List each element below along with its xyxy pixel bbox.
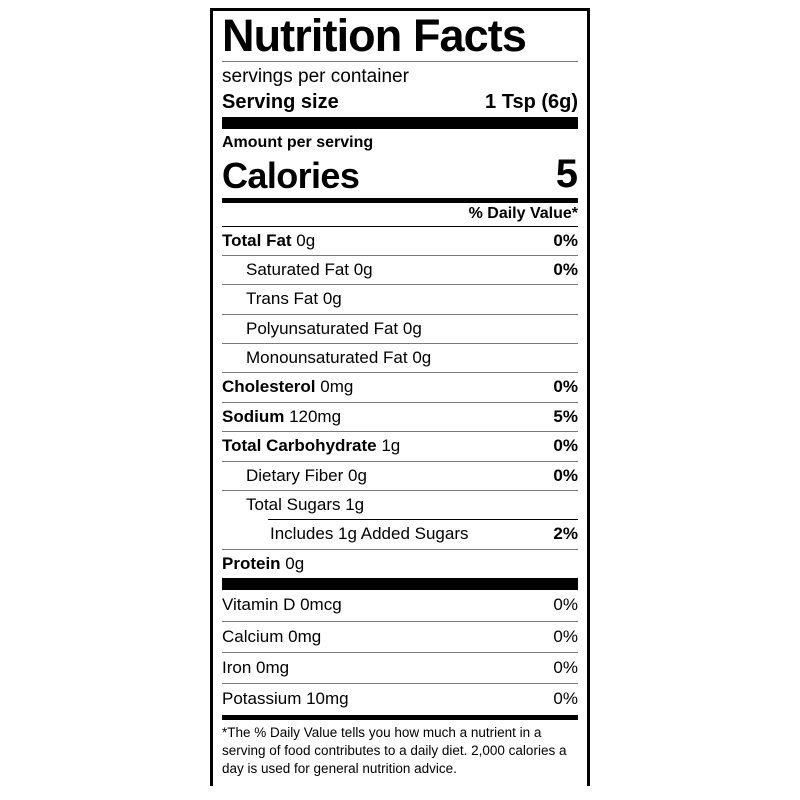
divider-hairline-row — [222, 372, 578, 374]
divider-hairline-row — [222, 313, 578, 315]
divider-medium-footnote — [222, 714, 578, 720]
divider-thin-dv — [222, 225, 578, 227]
divider-hairline-row — [222, 683, 578, 685]
nutrient-row: Total Carbohydrate 1g 0% — [222, 432, 578, 460]
divider-hairline-row — [222, 343, 578, 345]
vitamin-daily-value: 0% — [553, 689, 578, 709]
vitamin-row: Iron 0mg 0% — [222, 653, 578, 683]
nutrient-name: Sodium 120mg — [222, 406, 342, 426]
vitamin-list: Vitamin D 0mcg 0% Calcium 0mg 0% Iron 0mg 0% P… — [222, 590, 578, 715]
nutrient-daily-value: 0% — [553, 230, 578, 250]
serving-size-value: 1 Tsp (6g) — [485, 90, 578, 113]
nutrient-row: Dietary Fiber 0g 0% — [222, 462, 578, 490]
vitamin-name: Iron 0mg — [222, 658, 290, 677]
divider-hairline-row — [222, 490, 578, 492]
calories-row: Calories 5 — [222, 153, 578, 198]
nutrient-name: Total Sugars 1g — [246, 495, 365, 515]
nutrient-list: Total Fat 0g 0% Saturated Fat 0g 0% Trans Fa… — [222, 227, 578, 579]
divider-thick-protein — [222, 578, 578, 591]
nutrient-daily-value: 0% — [553, 377, 578, 397]
nutrient-daily-value: 0% — [553, 465, 578, 485]
divider-medium-calories — [222, 197, 578, 203]
divider-hairline-row — [222, 460, 578, 462]
nutrient-row: Total Fat 0g 0% — [222, 227, 578, 255]
divider-hairline-title — [222, 60, 578, 62]
nutrient-name: Cholesterol 0mg — [222, 377, 354, 397]
vitamin-name: Potassium 10mg — [222, 689, 349, 709]
vitamin-name: Vitamin D 0mcg — [222, 595, 342, 615]
nutrient-daily-value: 5% — [553, 406, 578, 426]
vitamin-daily-value: 0% — [553, 595, 578, 615]
nutrient-row: Protein 0g — [222, 550, 578, 578]
vitamin-daily-value: 0% — [553, 626, 578, 646]
serving-size-label: Serving size — [222, 90, 339, 113]
nutrient-name: Includes 1g Added Sugars — [270, 524, 469, 544]
nutrient-daily-value: 0% — [553, 259, 578, 279]
divider-hairline-row — [222, 431, 578, 433]
divider-hairline-row — [222, 652, 578, 653]
nutrient-name: Saturated Fat 0g — [246, 259, 373, 279]
nutrient-row: Includes 1g Added Sugars 2% — [222, 520, 578, 548]
page-title: Nutrition Facts — [222, 10, 527, 61]
footnote-text: *The % Daily Value tells you how much a … — [222, 724, 567, 776]
nutrition-facts-body: Nutrition Facts servings per container S… — [222, 13, 578, 786]
vitamin-name: Calcium 0mg — [222, 626, 322, 646]
nutrition-facts-label: Nutrition Facts servings per container S… — [210, 8, 590, 786]
nutrient-row: Trans Fat 0g — [222, 285, 578, 313]
nutrient-name: Monounsaturated Fat 0g — [246, 348, 432, 368]
divider-hairline-row — [222, 548, 578, 550]
calories-value: 5 — [555, 151, 578, 196]
nutrient-daily-value: 2% — [553, 524, 578, 544]
servings-per-container: servings per container — [222, 65, 409, 87]
divider-thick-serving — [222, 116, 578, 129]
nutrient-daily-value: 0% — [553, 436, 578, 456]
vitamin-row: Vitamin D 0mcg 0% — [222, 590, 578, 620]
vitamin-row: Calcium 0mg 0% — [222, 622, 578, 652]
nutrient-row: Sodium 120mg 5% — [222, 403, 578, 431]
divider-hairline-row — [222, 620, 578, 622]
divider-hairline-row — [222, 401, 578, 403]
nutrient-name: Trans Fat 0g — [246, 289, 342, 309]
nutrient-row: Cholesterol 0mg 0% — [222, 373, 578, 401]
nutrient-row: Saturated Fat 0g 0% — [222, 256, 578, 284]
nutrient-name: Polyunsaturated Fat 0g — [246, 318, 422, 338]
vitamin-row: Potassium 10mg 0% — [222, 684, 578, 714]
nutrient-row: Total Sugars 1g — [222, 491, 578, 519]
daily-value-header: % Daily Value* — [468, 204, 578, 222]
divider-hairline-row — [222, 284, 578, 286]
divider-hairline-row — [268, 519, 578, 521]
vitamin-daily-value: 0% — [553, 658, 578, 677]
nutrient-row: Polyunsaturated Fat 0g — [222, 315, 578, 343]
nutrient-name: Total Fat 0g — [222, 230, 316, 250]
nutrient-row: Monounsaturated Fat 0g — [222, 344, 578, 372]
nutrient-name: Dietary Fiber 0g — [246, 465, 367, 485]
calories-label: Calories — [222, 154, 360, 196]
amount-per-serving-label: Amount per serving — [222, 133, 374, 151]
nutrient-name: Total Carbohydrate 1g — [222, 436, 401, 456]
nutrient-name: Protein 0g — [222, 553, 305, 573]
serving-size-row: Serving size 1 Tsp (6g) — [222, 90, 578, 117]
divider-hairline-row — [222, 254, 578, 256]
